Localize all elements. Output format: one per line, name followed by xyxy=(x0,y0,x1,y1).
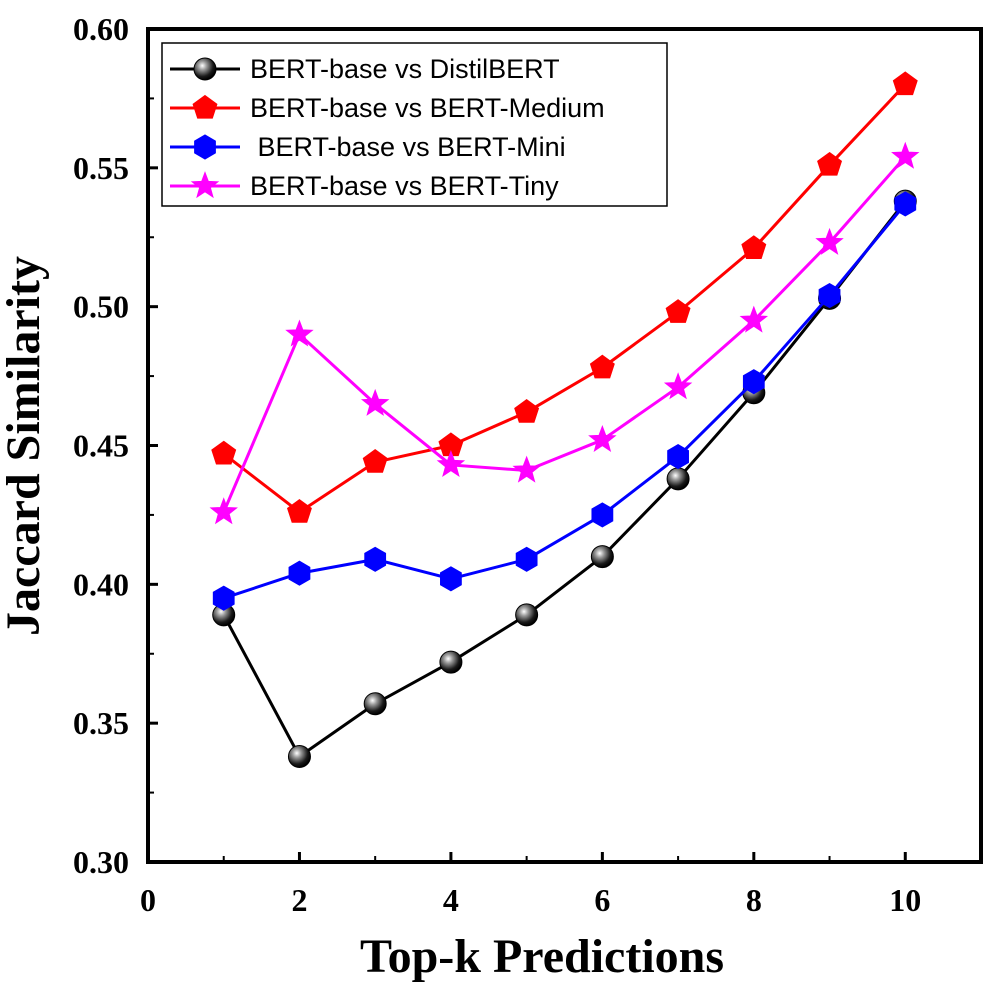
y-tick-label: 0.35 xyxy=(73,705,129,741)
series-layer xyxy=(209,71,920,768)
data-point xyxy=(742,369,765,395)
legend-item: BERT-base vs BERT-Tiny xyxy=(170,171,559,201)
data-point xyxy=(364,546,387,572)
data-point xyxy=(439,650,463,674)
y-tick-label: 0.30 xyxy=(73,844,129,880)
legend-label: BERT-base vs DistilBERT xyxy=(250,54,560,84)
x-tick-label: 6 xyxy=(594,882,610,918)
x-tick-label: 10 xyxy=(889,882,921,918)
x-tick-label: 8 xyxy=(746,882,762,918)
data-point xyxy=(514,399,540,423)
data-point xyxy=(588,425,617,453)
data-point xyxy=(589,354,615,379)
y-tick-label: 0.60 xyxy=(73,11,129,47)
x-tick-label: 2 xyxy=(291,882,307,918)
data-point xyxy=(892,71,918,96)
data-point xyxy=(591,502,614,528)
series-line xyxy=(222,83,907,514)
data-point xyxy=(287,744,311,768)
data-point xyxy=(440,566,462,592)
series-3 xyxy=(212,191,917,611)
data-point xyxy=(894,191,917,217)
series-line xyxy=(223,202,907,600)
data-point xyxy=(512,455,541,483)
data-point xyxy=(663,372,693,400)
legend: BERT-base vs DistilBERT BERT-base vs BERT… xyxy=(161,42,668,207)
data-point xyxy=(436,450,466,478)
data-point xyxy=(667,444,689,470)
data-point xyxy=(211,440,237,465)
series-line xyxy=(222,200,907,758)
series-line xyxy=(222,155,907,513)
x-axis-title: Top-k Predictions xyxy=(360,930,724,983)
series-2 xyxy=(211,71,918,523)
legend-label: BERT-base vs BERT-Mini xyxy=(250,132,566,162)
legend-box xyxy=(161,42,668,207)
series-4 xyxy=(209,141,920,525)
y-axis-title: Jaccard Similarity xyxy=(0,256,50,636)
data-point xyxy=(741,235,767,259)
legend-item: BERT-base vs BERT-Medium xyxy=(170,93,605,123)
data-point xyxy=(285,319,314,347)
series-1 xyxy=(212,189,917,768)
data-point xyxy=(363,692,387,716)
x-tick-label: 0 xyxy=(140,882,156,918)
data-point xyxy=(891,141,920,169)
legend-item: BERT-base vs BERT-Mini xyxy=(170,132,566,162)
data-point xyxy=(666,467,690,491)
x-axis: 0 2 4 6 8 10 xyxy=(140,852,921,918)
y-tick-label: 0.50 xyxy=(73,289,129,325)
y-tick-label: 0.45 xyxy=(73,428,129,464)
legend-item: BERT-base vs DistilBERT xyxy=(170,54,560,84)
data-point xyxy=(515,546,538,572)
y-axis: 0.30 0.35 0.40 0.45 0.50 0.55 0.60 xyxy=(73,11,158,880)
x-tick-label: 4 xyxy=(443,882,459,918)
y-tick-label: 0.40 xyxy=(73,566,129,602)
legend-label: BERT-base vs BERT-Medium xyxy=(250,93,605,123)
legend-marker xyxy=(190,171,220,199)
data-point xyxy=(288,560,311,586)
data-point xyxy=(815,227,844,255)
data-point xyxy=(739,305,769,333)
data-point xyxy=(817,151,843,176)
data-point xyxy=(590,545,614,569)
data-point xyxy=(362,449,388,473)
legend-marker xyxy=(194,134,216,160)
data-point xyxy=(818,282,841,309)
data-point xyxy=(515,603,539,627)
data-point xyxy=(209,497,238,525)
y-tick-label: 0.55 xyxy=(73,150,129,186)
data-point xyxy=(665,299,691,323)
data-point xyxy=(212,585,235,611)
legend-marker xyxy=(193,57,217,81)
legend-marker xyxy=(192,94,218,119)
data-point xyxy=(286,499,312,523)
legend-label: BERT-base vs BERT-Tiny xyxy=(250,171,559,201)
data-point xyxy=(360,388,390,416)
